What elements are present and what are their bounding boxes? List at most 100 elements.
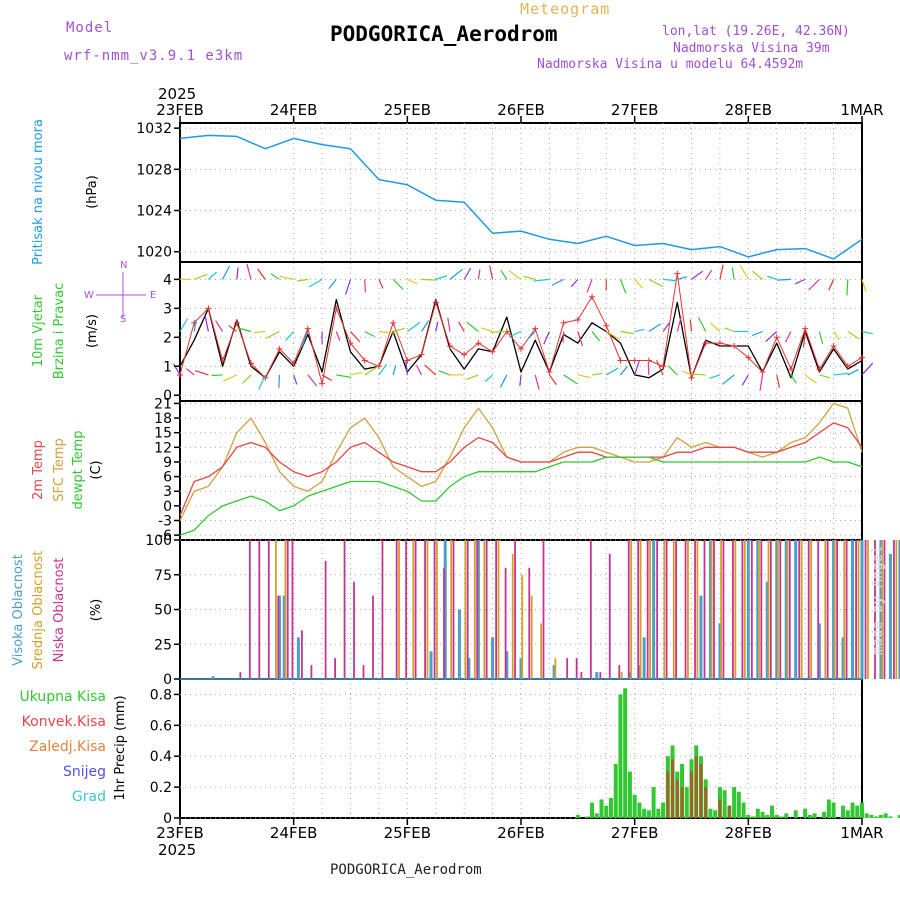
wind-gust-marker: [617, 357, 624, 364]
y-tick-label: 25: [154, 637, 172, 653]
wind-direction-arrow: [301, 331, 309, 347]
y-tick-label: 75: [154, 568, 172, 584]
precip-bar-0: [722, 790, 727, 818]
wind-direction-arrow: [335, 331, 341, 342]
precip-bar-0: [642, 808, 647, 818]
precip-bar-0: [874, 816, 879, 818]
wind-direction-arrow: [438, 370, 451, 376]
wind-gust-marker: [361, 357, 368, 364]
precip-bar-0: [883, 813, 888, 818]
wind-direction-arrow: [242, 374, 252, 384]
x-tick-label-top: 24FEB: [270, 101, 317, 119]
y-tick-label: 0: [163, 811, 172, 827]
label-cloud-unit: (%): [89, 599, 104, 622]
wind-direction-arrow: [818, 331, 824, 345]
wind-direction-arrow: [667, 365, 678, 376]
panel-frame-3: [179, 400, 863, 541]
y-tick-label: 2: [163, 330, 172, 346]
label-temp-sfc: SFC Temp: [52, 438, 67, 502]
wind-direction-arrow: [861, 330, 873, 335]
precip-bar-0: [661, 802, 666, 818]
wind-gust-marker: [560, 319, 567, 326]
wind-direction-arrow: [709, 374, 721, 379]
wind-gust-marker: [418, 351, 425, 358]
wind-direction-arrow: [285, 331, 295, 341]
wind-direction-arrow: [258, 374, 266, 390]
precip-bar-1: [718, 799, 722, 818]
wind-gust-marker: [191, 319, 198, 326]
wind-direction-arrow: [591, 331, 601, 342]
precip-bar-1: [699, 763, 703, 818]
wind-direction-arrow: [279, 275, 294, 280]
wind-direction-arrow: [499, 374, 508, 388]
wind-gust-marker: [461, 351, 468, 358]
precip-bar-0: [822, 811, 827, 818]
wind-direction-arrow: [676, 316, 682, 332]
wind-gust-marker: [205, 305, 212, 312]
label-pressure: Pritisak na nivou mora: [31, 119, 46, 265]
wind-gust-marker: [716, 340, 723, 347]
wind-direction-arrow: [407, 278, 418, 285]
y-tick-label: 15: [154, 426, 172, 442]
wind-gust-marker: [859, 354, 865, 361]
precip-bar-1: [675, 779, 679, 818]
y-tick-label: 9: [163, 455, 172, 471]
wind-direction-arrow: [204, 315, 210, 332]
wind-gust-marker: [276, 345, 283, 352]
precip-bar-0: [741, 802, 746, 818]
wind-direction-arrow: [208, 271, 217, 280]
wind-direction-arrow: [449, 268, 463, 280]
wind-direction-arrow: [222, 265, 230, 280]
wind-direction-arrow: [293, 374, 298, 385]
precip-bar-1: [694, 756, 698, 818]
label-cloud-low: Niska Oblacnost: [52, 558, 67, 663]
wind-direction-arrow: [648, 323, 661, 333]
wind-direction-arrow: [405, 360, 408, 376]
wind-gust-marker: [475, 340, 482, 347]
x-tick-label-top: 23FEB: [156, 101, 203, 119]
precip-bar-0: [608, 797, 613, 818]
label-temp-unit: (C): [89, 460, 104, 479]
wind-gust-marker: [390, 319, 397, 326]
wind-direction-arrow: [378, 330, 394, 334]
precip-bar-0: [760, 811, 765, 818]
wind-direction-arrow: [620, 330, 634, 335]
wind-direction-arrow: [619, 279, 627, 294]
wind-gust-marker: [404, 357, 411, 364]
precip-bar-0: [855, 805, 860, 818]
wind-direction-arrow: [392, 365, 397, 376]
wind-direction-arrow: [790, 374, 797, 384]
y-tick-label: 0: [163, 672, 172, 688]
x-tick-label-top: 26FEB: [497, 101, 544, 119]
wind-direction-arrow: [605, 330, 621, 341]
wind-direction-arrow: [605, 367, 619, 376]
wind-direction-arrow: [500, 269, 508, 280]
precip-bar-0: [878, 814, 883, 818]
precip-bar-0: [575, 814, 580, 818]
precip-bar-1: [680, 787, 684, 818]
wind-gust-marker: [518, 345, 524, 352]
wind-direction-arrow: [662, 322, 671, 332]
wind-direction-arrow: [406, 321, 421, 332]
precip-bar-0: [594, 813, 599, 818]
wind-gust-marker: [546, 369, 553, 376]
wind-direction-arrow: [677, 276, 688, 280]
label-cloud-mid: Srednja Oblacnost: [31, 551, 46, 670]
wind-direction-arrow: [435, 275, 448, 280]
y-tick-label: 0: [163, 499, 172, 515]
wind-gust-marker: [731, 342, 738, 349]
wind-direction-arrow: [722, 374, 735, 385]
wind-direction-arrow: [416, 364, 423, 376]
precip-bar-0: [869, 814, 874, 818]
wind-direction-arrow: [846, 279, 849, 296]
wind-direction-arrow: [484, 374, 493, 383]
wind-direction-arrow: [350, 331, 361, 343]
x-tick-label-bottom: 1MAR: [840, 824, 883, 842]
x-tick-label-bottom: 23FEB: [156, 824, 203, 842]
y-tick-label: 50: [154, 603, 172, 619]
wind-direction-arrow: [819, 374, 831, 379]
wind-direction-arrow: [691, 373, 706, 376]
precip-bar-0: [765, 814, 770, 818]
wind-direction-arrow: [752, 330, 763, 337]
